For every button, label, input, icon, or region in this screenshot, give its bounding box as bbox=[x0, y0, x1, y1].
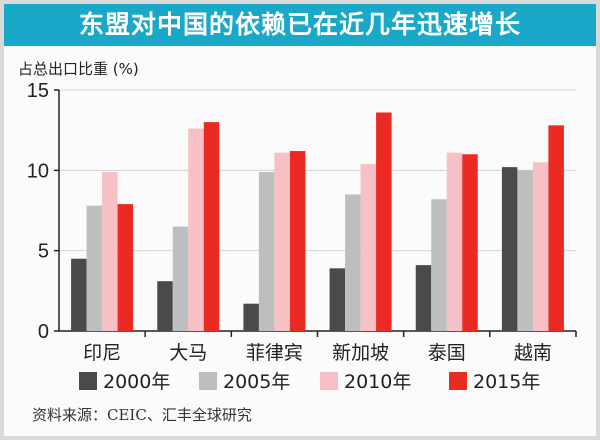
bar-2005年-泰国 bbox=[431, 199, 447, 331]
bar-2010年-印尼 bbox=[102, 171, 118, 331]
bar-2005年-新加坡 bbox=[345, 194, 361, 331]
y-tick-label: 10 bbox=[27, 160, 49, 182]
chart-frame: 东盟对中国的依赖已在近几年迅速增长 占总出口比重 (%) 0 5 10 15 印尼 大马 菲… bbox=[4, 4, 596, 436]
y-axis-label: 占总出口比重 (%) bbox=[18, 60, 139, 78]
legend-label: 2010年 bbox=[344, 371, 411, 393]
bar-chart: 0 5 10 15 印尼 大马 菲律宾 新加坡 泰国 越南 2000年 2005年 2010年 2015年 bbox=[27, 80, 577, 393]
y-tick-label: 5 bbox=[38, 241, 49, 263]
bar-2015年-泰国 bbox=[462, 154, 478, 331]
bar-2005年-菲律宾 bbox=[258, 171, 275, 331]
legend-label: 2015年 bbox=[473, 371, 540, 393]
bar-2010年-新加坡 bbox=[360, 163, 377, 331]
x-tick-label: 越南 bbox=[514, 342, 552, 364]
bar-2010年-越南 bbox=[532, 162, 549, 331]
bar-2010年-菲律宾 bbox=[274, 152, 290, 331]
bar-2015年-大马 bbox=[203, 122, 220, 331]
legend-label: 2005年 bbox=[223, 371, 290, 393]
bar-2005年-越南 bbox=[517, 170, 533, 331]
bar-2015年-新加坡 bbox=[376, 112, 392, 331]
bar-2015年-越南 bbox=[548, 125, 564, 331]
bar-2010年-大马 bbox=[188, 128, 204, 331]
bar-2010年-泰国 bbox=[446, 152, 463, 331]
legend-swatch-2 bbox=[320, 372, 338, 390]
y-tick-label: 15 bbox=[27, 80, 49, 102]
legend-swatch-0 bbox=[79, 372, 97, 390]
bar-2015年-印尼 bbox=[117, 204, 134, 331]
legend-label: 2000年 bbox=[103, 371, 170, 393]
chart-title: 东盟对中国的依赖已在近几年迅速增长 bbox=[4, 4, 596, 46]
x-tick-label: 大马 bbox=[169, 342, 207, 364]
bar-2000年-印尼 bbox=[71, 258, 87, 331]
x-tick-label: 泰国 bbox=[428, 342, 466, 364]
source-note: 资料来源：CEIC、汇丰全球研究 bbox=[32, 406, 252, 424]
y-tick-label: 0 bbox=[38, 321, 49, 343]
bar-2005年-印尼 bbox=[86, 205, 103, 331]
bar-2005年-大马 bbox=[172, 226, 189, 331]
x-tick-label: 新加坡 bbox=[332, 342, 389, 364]
bar-2000年-菲律宾 bbox=[243, 303, 259, 331]
legend-swatch-3 bbox=[449, 372, 467, 390]
bar-2000年-新加坡 bbox=[329, 268, 346, 331]
bar-2000年-大马 bbox=[157, 281, 173, 331]
x-tick-label: 菲律宾 bbox=[246, 342, 303, 364]
bar-2015年-菲律宾 bbox=[289, 151, 306, 331]
legend-swatch-1 bbox=[199, 372, 217, 390]
bar-2000年-泰国 bbox=[415, 265, 432, 331]
bar-2000年-越南 bbox=[501, 167, 518, 331]
x-tick-label: 印尼 bbox=[83, 342, 121, 364]
